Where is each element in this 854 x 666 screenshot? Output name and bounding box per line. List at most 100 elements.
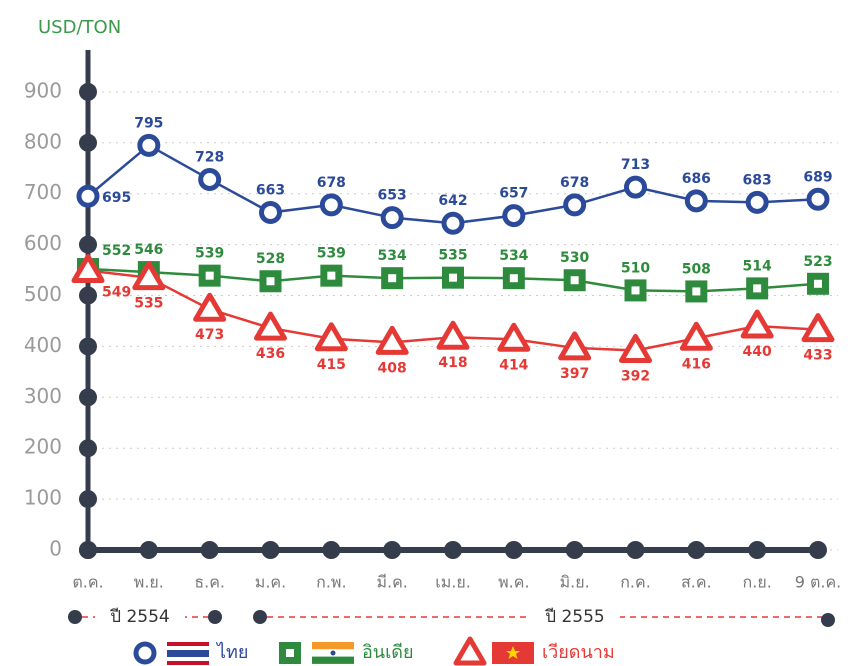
year-dot: [821, 613, 835, 627]
point: [380, 206, 404, 230]
point: [193, 292, 227, 322]
point: [502, 204, 526, 228]
x-tick-dot: [504, 541, 523, 559]
year-label: ปี 2554: [109, 607, 169, 627]
value-label: 534: [499, 248, 528, 264]
point: [441, 211, 465, 235]
x-tick-dot: [444, 541, 462, 559]
value-label: 713: [621, 157, 650, 173]
value-label: 534: [378, 248, 407, 264]
y-tick-dot: [79, 286, 97, 305]
point: [137, 133, 161, 157]
point: [453, 636, 487, 666]
x-tick-dot: [383, 541, 402, 559]
year-label-bg: [95, 604, 185, 630]
flag: [506, 646, 520, 659]
point-inner: [509, 274, 518, 283]
point: [806, 187, 830, 211]
point-inner: [327, 271, 336, 280]
flag: [167, 646, 209, 650]
x-tick-label: ม.ค.: [255, 573, 286, 592]
flag: [312, 642, 354, 650]
y-tick-label: 400: [24, 333, 62, 357]
value-label: 535: [134, 296, 163, 312]
point-inner: [286, 649, 294, 657]
x-tick-dot: [687, 541, 706, 559]
value-label: 392: [621, 368, 650, 384]
x-tick-label: ต.ค.: [72, 573, 103, 592]
value-label: 510: [621, 260, 650, 276]
point: [563, 193, 587, 217]
point-inner: [449, 273, 457, 282]
flag: [167, 642, 209, 646]
x-tick-label: ก.ค.: [620, 573, 651, 592]
value-label: 663: [256, 183, 285, 199]
year-label: ปี 2555: [544, 607, 604, 627]
value-label: 414: [499, 357, 528, 373]
x-tick-label: 9 ต.ค.: [795, 573, 842, 592]
y-tick-label: 900: [24, 78, 62, 102]
point: [259, 201, 282, 225]
legend-item: เวียดนาม: [453, 636, 615, 666]
legend-item: ไทย: [133, 641, 248, 665]
value-label: 795: [134, 115, 163, 131]
value-label: 530: [560, 250, 589, 266]
value-label: 642: [438, 193, 467, 209]
point: [198, 167, 222, 191]
flag: [330, 650, 336, 656]
y-tick-label: 300: [24, 384, 62, 408]
y-tick-label: 500: [24, 282, 62, 306]
value-label: 440: [743, 344, 772, 360]
point: [619, 333, 652, 363]
flag: [167, 650, 209, 657]
value-label: 678: [317, 175, 346, 191]
value-label: 418: [438, 355, 467, 371]
point: [254, 311, 287, 341]
value-label: 546: [134, 242, 163, 258]
x-tick-dot: [322, 541, 341, 559]
y-tick-dot: [79, 82, 97, 101]
value-label: 508: [682, 261, 711, 277]
value-label: 523: [803, 254, 832, 270]
flag: [312, 656, 354, 664]
point-inner: [388, 274, 397, 283]
y-tick-dot: [79, 235, 97, 254]
year-dot: [68, 610, 82, 624]
y-tick-dot: [79, 388, 97, 407]
point: [801, 313, 835, 343]
point: [558, 331, 592, 361]
point-inner: [570, 276, 579, 285]
value-label: 473: [195, 327, 224, 343]
legend-item: อินเดีย: [279, 642, 414, 664]
point: [684, 189, 708, 213]
x-tick-label: เม.ย.: [435, 573, 471, 592]
value-label: 657: [499, 186, 528, 202]
value-label: 728: [195, 149, 224, 165]
point-inner: [631, 286, 640, 295]
x-tick-label: พ.ย.: [134, 573, 164, 592]
x-tick-label: มิ.ย.: [560, 573, 590, 592]
year-dot: [208, 610, 222, 624]
value-label: 689: [803, 169, 832, 185]
x-tick-label: ก.ย.: [743, 573, 772, 592]
legend-label: อินเดีย: [362, 642, 414, 663]
value-label: 433: [803, 348, 832, 364]
x-tick-label: ธ.ค.: [194, 573, 225, 592]
point: [745, 190, 769, 214]
y-tick-label: 0: [49, 537, 62, 561]
x-tick-dot: [626, 541, 645, 559]
x-tick-label: ก.พ.: [316, 573, 346, 592]
value-label: 539: [195, 246, 224, 262]
value-label: 397: [560, 366, 589, 382]
x-tick-label: มี.ค.: [376, 573, 407, 592]
y-tick-dot: [79, 490, 97, 509]
x-tick-dot: [139, 541, 158, 559]
y-axis-label: USD/TON: [38, 17, 121, 38]
value-label: 535: [438, 248, 467, 264]
point: [319, 193, 343, 217]
value-label: 528: [256, 251, 285, 267]
point-inner: [814, 279, 822, 288]
point: [740, 309, 774, 339]
point: [679, 321, 713, 351]
